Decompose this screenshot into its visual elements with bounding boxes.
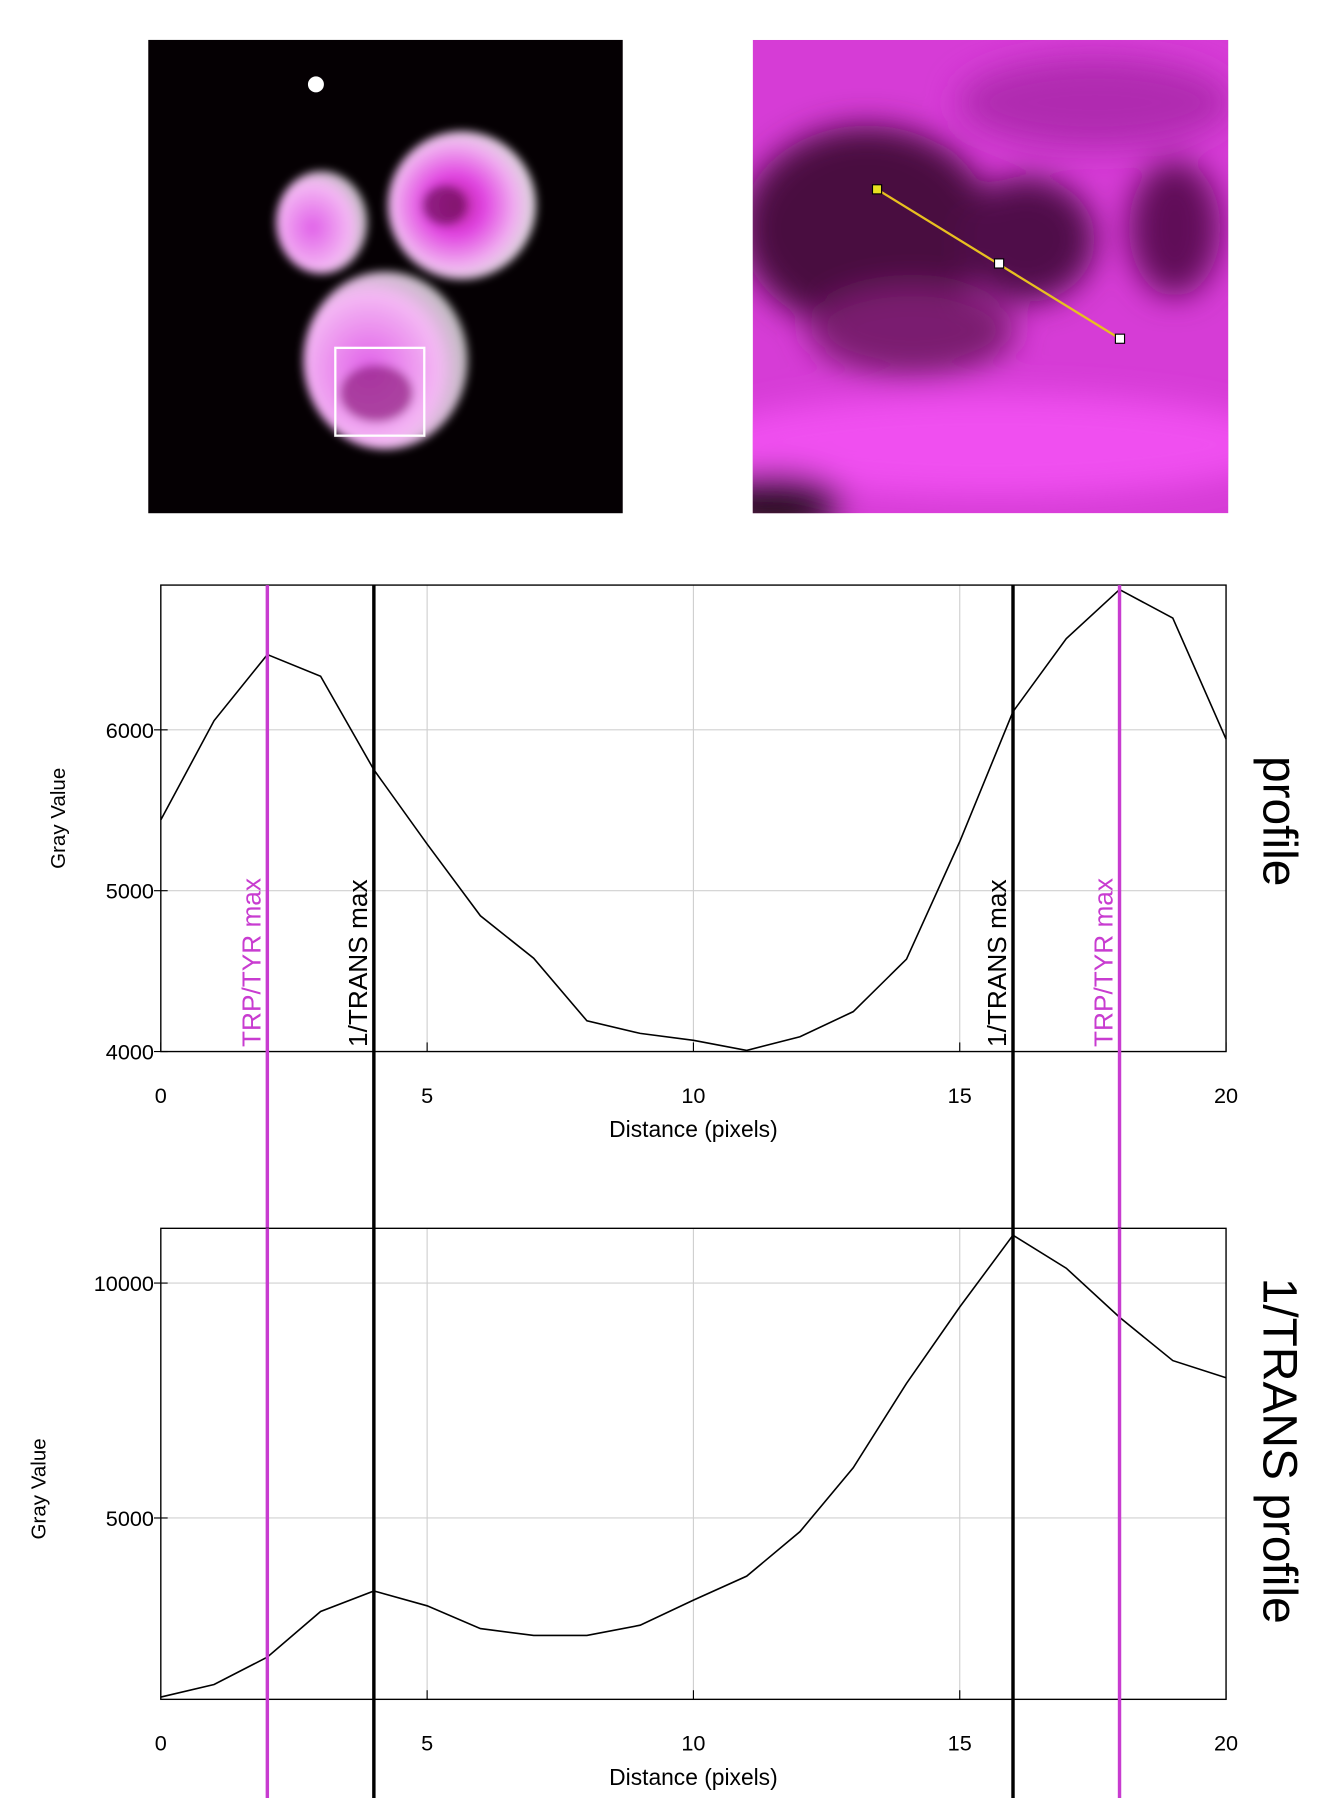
y-tick-label: 5000 <box>106 1506 154 1531</box>
x-tick-label: 10 <box>681 1083 705 1108</box>
marker-label: 1/TRANS max <box>343 879 373 1047</box>
y-axis-label: Gray Value <box>47 768 70 869</box>
x-tick-label: 5 <box>421 1083 433 1108</box>
marker-label: TRP/TYR max <box>1089 878 1119 1047</box>
side-label: 1/TRANS profile <box>1253 1278 1306 1624</box>
x-tick-label: 20 <box>1214 1083 1238 1108</box>
figure: 0 5 10 15 20 4000 5000 6000 TRP/TYR max 1/TRANS m… <box>0 0 1323 1798</box>
page: {"chart_data": [ {"type": "line", "y_lab… <box>0 0 1323 1798</box>
x-tick-label: 20 <box>1214 1731 1238 1756</box>
x-axis-label: Distance (pixels) <box>609 1764 778 1790</box>
x-axis-label: Distance (pixels) <box>609 1116 778 1142</box>
x-tick-label: 0 <box>155 1731 167 1756</box>
x-tick-label: 15 <box>948 1731 972 1756</box>
x-tick-label: 0 <box>155 1083 167 1108</box>
y-tick-label: 5000 <box>106 879 154 904</box>
y-axis-label: Gray Value <box>28 1438 51 1539</box>
x-tick-label: 15 <box>948 1083 972 1108</box>
microscopy-overview <box>148 40 622 513</box>
marker-label: 1/TRANS max <box>982 879 1012 1047</box>
y-tick-label: 4000 <box>106 1040 154 1065</box>
x-tick-label: 5 <box>421 1731 433 1756</box>
x-tick-label: 10 <box>681 1731 705 1756</box>
y-tick-label: 6000 <box>106 718 154 743</box>
y-tick-label: 10000 <box>94 1271 154 1296</box>
marker-label: TRP/TYR max <box>236 878 266 1047</box>
microscopy-zoom <box>696 40 1289 530</box>
side-label: profile <box>1253 756 1306 886</box>
